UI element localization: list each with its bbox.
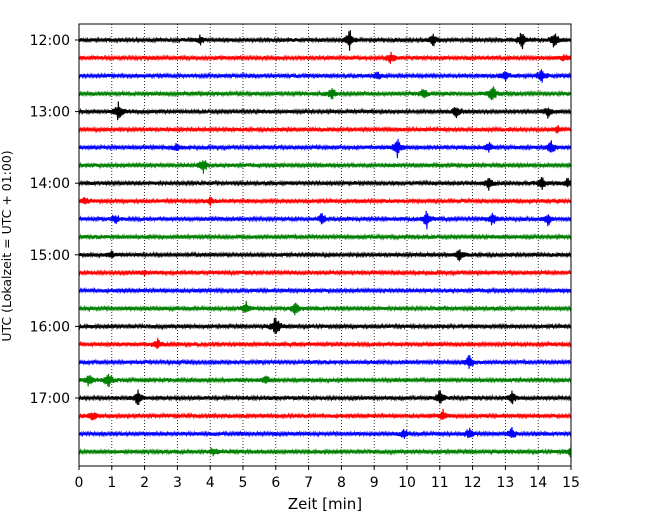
x-tick-label: 11 [431, 475, 449, 491]
x-tick-label: 2 [140, 475, 149, 491]
trace-row [78, 389, 572, 405]
x-tick-label: 15 [562, 475, 580, 491]
trace-row [78, 445, 572, 458]
y-axis-label: UTC (Lokalzeit = UTC + 01:00) [0, 150, 14, 341]
trace-row [78, 427, 572, 439]
trace-row [78, 355, 572, 369]
trace-row [78, 249, 572, 262]
trace-row [78, 30, 572, 51]
trace-row [78, 124, 572, 134]
trace-row [78, 337, 572, 349]
x-axis-ticks: 0 1 2 3 4 5 6 7 8 9 10 11 12 13 14 15 [75, 466, 580, 491]
plot-frame [78, 23, 572, 467]
vertical-grid [111, 24, 539, 466]
trace-row [78, 300, 572, 316]
trace-row [78, 196, 572, 207]
y-tick-label: 17:00 [30, 391, 70, 407]
y-tick-label: 13:00 [30, 105, 70, 121]
x-axis-label: Zeit [min] [288, 495, 362, 513]
x-tick-label: 1 [107, 475, 116, 491]
x-tick-label: 9 [370, 475, 379, 491]
trace-row [78, 373, 572, 387]
trace-row [78, 160, 572, 174]
x-tick-label: 7 [304, 475, 313, 491]
y-tick-label: 12:00 [30, 33, 70, 49]
x-tick-label: 8 [337, 475, 346, 491]
x-tick-label: 5 [239, 475, 248, 491]
trace-row [78, 176, 572, 191]
x-tick-label: 4 [206, 475, 215, 491]
trace-row [78, 268, 572, 277]
trace-row [78, 408, 572, 421]
x-tick-label: 10 [398, 475, 416, 491]
trace-row [78, 233, 572, 241]
y-axis-ticks: 12:00 13:00 14:00 15:00 16:00 17:00 [30, 33, 79, 407]
x-tick-label: 3 [173, 475, 182, 491]
x-tick-label: 0 [75, 475, 84, 491]
trace-row [78, 69, 572, 83]
trace-row [78, 51, 572, 64]
x-tick-label: 12 [464, 475, 482, 491]
x-tick-label: 6 [271, 475, 280, 491]
trace-row [78, 210, 572, 230]
seismic-traces [78, 30, 572, 458]
y-tick-label: 16:00 [30, 319, 70, 335]
trace-row [78, 317, 572, 334]
trace-row [78, 138, 572, 159]
y-tick-label: 15:00 [30, 248, 70, 264]
y-tick-label: 14:00 [30, 176, 70, 192]
trace-row [78, 286, 572, 295]
x-tick-label: 13 [496, 475, 514, 491]
trace-row [78, 101, 572, 121]
trace-row [78, 86, 572, 101]
x-tick-label: 14 [529, 475, 547, 491]
